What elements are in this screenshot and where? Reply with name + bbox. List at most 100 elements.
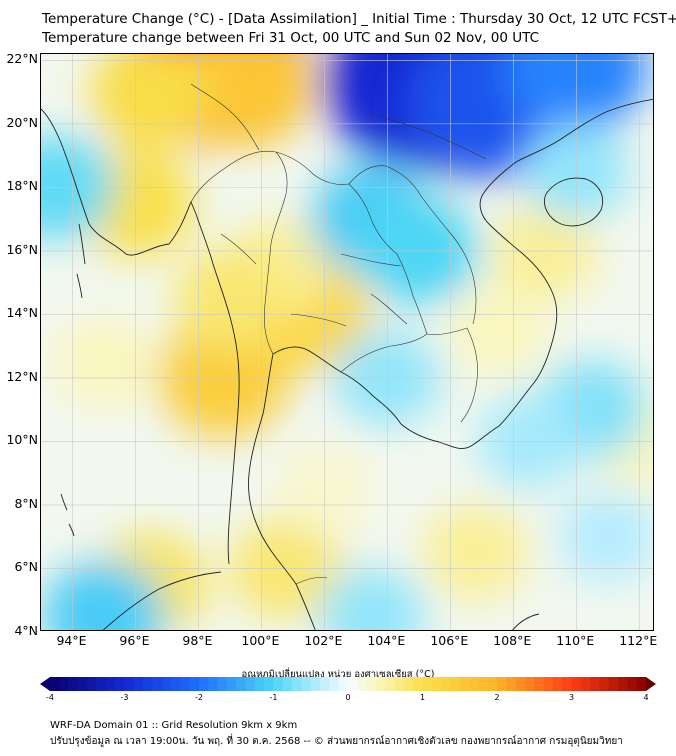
colorbar-cell	[627, 677, 637, 691]
temperature-map	[41, 54, 653, 630]
lat-tick-label: 14°N	[6, 305, 38, 321]
colorbar-cell	[143, 677, 153, 691]
field-blob-1	[177, 54, 315, 149]
colorbar-cell	[636, 677, 647, 691]
lon-tick-label: 104°E	[367, 633, 406, 648]
colorbar-tick-label: 2	[494, 693, 500, 702]
chart-subtitle: Temperature change between Fri 31 Oct, 0…	[42, 30, 540, 46]
colorbar-cell	[580, 677, 591, 691]
coastline-peninsula	[248, 353, 316, 630]
lat-tick-label: 12°N	[6, 368, 38, 384]
footer-credit: ปรับปรุงข้อมูล ณ เวลา 19:00น. วัน พฤ. ที…	[50, 736, 623, 747]
colorbar-cell	[422, 677, 433, 691]
field-blob-10	[53, 316, 155, 408]
colorbar-cell	[571, 677, 582, 691]
colorbar-cell	[161, 677, 172, 691]
colorbar-cell	[152, 677, 163, 691]
colorbar-cell	[599, 677, 610, 691]
temperature-field	[41, 54, 653, 630]
border-myanmar-china	[190, 83, 260, 151]
lat-tick-label: 8°N	[14, 495, 38, 511]
colorbar-cell	[50, 677, 60, 691]
colorbar-cell	[329, 677, 339, 691]
colorbar-tick-label: 0	[345, 693, 351, 702]
colorbar-cell	[208, 677, 218, 691]
colorbar-min-arrow	[40, 677, 50, 691]
field-blob-14	[447, 284, 548, 376]
colorbar-cell	[301, 677, 312, 691]
lat-tick-label: 6°N	[14, 559, 38, 575]
lon-tick-label: 108°E	[493, 633, 532, 648]
colorbar-cell	[226, 677, 237, 691]
colorbar-cell	[236, 677, 246, 691]
footer-model-info: WRF-DA Domain 01 :: Grid Resolution 9km …	[50, 720, 298, 731]
colorbar-cell	[245, 677, 256, 691]
colorbar-cell	[608, 677, 619, 691]
lat-tick-label: 22°N	[6, 51, 38, 67]
border-laos-vietnam	[348, 165, 477, 325]
chart-title: Temperature Change (°C) - [Data Assimila…	[42, 11, 676, 27]
colorbar-cell	[450, 677, 461, 691]
colorbar-cell	[348, 677, 358, 691]
colorbar-cell	[320, 677, 330, 691]
lon-tick-label: 112°E	[619, 633, 658, 648]
lat-tick-label: 20°N	[6, 114, 38, 130]
map-panel[interactable]	[40, 53, 654, 631]
colorbar-cell	[487, 677, 498, 691]
border-thai-myanmar	[190, 150, 288, 355]
colorbar-cell	[59, 677, 69, 691]
colorbar-cell	[403, 677, 414, 691]
coastline-hainan	[544, 177, 604, 227]
colorbar-tick-label: 1	[419, 693, 426, 702]
colorbar-cell	[478, 677, 488, 691]
lon-tick-label: 100°E	[241, 633, 280, 648]
colorbar-cell	[618, 677, 628, 691]
colorbar-cell	[357, 677, 367, 691]
lon-tick-label: 110°E	[556, 633, 595, 648]
colorbar-cell	[524, 677, 535, 691]
lat-tick-label: 4°N	[14, 623, 38, 638]
field-blob-29	[557, 491, 653, 583]
border-provinces	[220, 233, 408, 327]
colorbar-cell	[338, 677, 349, 691]
lat-tick-label: 16°N	[6, 241, 38, 257]
colorbar-cell	[469, 677, 479, 691]
colorbar-cell	[375, 677, 386, 691]
lat-tick-label: 18°N	[6, 178, 38, 194]
colorbar-cell	[180, 677, 190, 691]
coastline-nicobar	[60, 493, 75, 537]
coastline-borneo	[512, 613, 540, 630]
coastline-west	[41, 108, 240, 565]
field-blob-28	[318, 567, 425, 630]
colorbar-tick-label: -1	[269, 693, 278, 702]
colorbar-tick-label: -3	[120, 693, 129, 702]
colorbar-cell	[282, 677, 293, 691]
colorbar-cell	[366, 677, 377, 691]
colorbar-cell	[497, 677, 507, 691]
lon-tick-label: 106°E	[430, 633, 469, 648]
colorbar-tick-label: -2	[195, 693, 203, 702]
colorbar-cell	[310, 677, 321, 691]
graticule	[41, 54, 653, 630]
coastline-andaman	[76, 223, 86, 299]
colorbar-cell	[515, 677, 526, 691]
colorbar-cell	[68, 677, 79, 691]
lon-tick-label: 94°E	[56, 633, 87, 648]
colorbar-cell	[189, 677, 200, 691]
colorbar-cell	[543, 677, 554, 691]
colorbar-cell	[562, 677, 572, 691]
colorbar-cell	[77, 677, 88, 691]
colorbar-cell	[394, 677, 405, 691]
colorbar-cell	[217, 677, 228, 691]
field-blob-7	[173, 247, 287, 350]
lon-tick-label: 98°E	[182, 633, 213, 648]
colorbar-tick-label: 4	[643, 693, 649, 702]
border-thai-laos	[275, 151, 428, 335]
lon-tick-label: 102°E	[304, 633, 343, 648]
colorbar-max-arrow	[646, 677, 656, 691]
colorbar-cell	[87, 677, 97, 691]
colorbar-cell	[534, 677, 544, 691]
coastline-sumatra	[102, 571, 222, 630]
border-peninsula-malaysia	[295, 577, 328, 585]
colorbar-title: อุณหภูมิเปลี่ยนแปลง หน่วย องศาเซลเซียส (…	[241, 669, 435, 680]
